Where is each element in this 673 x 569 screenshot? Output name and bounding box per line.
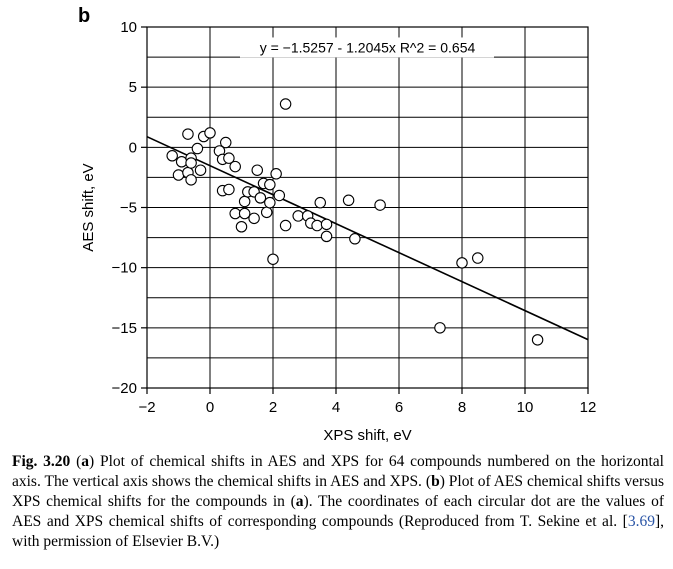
y-tick-label: −15 [112,320,137,337]
data-point [279,98,292,110]
panel-ref-a-2: a [295,493,304,510]
data-point [311,219,323,232]
regression-line-group [146,135,589,341]
figure-caption: Fig. 3.20 (a) Plot of chemical shifts in… [12,452,664,552]
caption-text-3: ) Plot of AES chemical shifts versus XPS… [12,473,664,510]
data-point [434,322,446,334]
data-point [185,157,197,169]
y-tick-label: 0 [129,139,137,156]
equation-background [240,37,494,58]
data-point [191,142,204,155]
x-tick-label: 4 [332,399,340,416]
data-point [342,194,355,207]
data-point [349,233,361,245]
data-point [320,230,333,243]
figure-number: Fig. 3.20 [12,453,71,470]
data-point [531,334,544,346]
data-point [254,192,267,204]
data-point [320,218,333,231]
data-point [235,221,248,233]
caption-text-2: ) Plot of chemical shifts in AES and XPS… [12,453,664,490]
data-points [166,98,544,346]
data-point [204,127,216,139]
data-point [223,152,235,164]
y-tick-label: −5 [120,200,137,217]
data-point [185,174,197,186]
data-point [273,189,286,202]
data-point [220,136,232,149]
panel-letter: b [78,5,90,27]
data-point [264,196,276,209]
data-point [223,183,235,196]
caption-text-5: ], with permission of Elsevier B.V.) [12,513,664,550]
x-tick-label: 2 [269,399,277,416]
x-tick-label: 8 [458,399,466,416]
reference-link[interactable]: 3.69 [627,513,655,530]
x-tick-label: 6 [395,399,403,416]
data-point [374,199,386,211]
x-tick-label: 0 [206,399,214,416]
data-point [166,150,178,162]
data-point [279,219,292,232]
y-tick-label: −10 [112,260,137,277]
panel-ref-b: b [431,473,440,490]
y-tick-label: 10 [120,19,137,36]
x-tick-label: 10 [517,399,534,416]
y-tick-label: −20 [112,380,137,397]
x-axis-label: XPS shift, eV [323,427,411,444]
data-point [456,257,468,269]
data-point [238,207,251,220]
y-axis-label: AES shift, eV [80,163,97,251]
data-point [175,156,188,168]
grid-lines [147,27,588,388]
regression-line [146,135,589,341]
data-point [314,196,326,209]
x-tick-label: 12 [580,399,597,416]
data-point [267,253,279,265]
data-point [471,252,484,264]
data-point [248,212,260,225]
regression-equation: y = −1.5257 - 1.2045x R^2 = 0.654 [260,39,476,55]
data-point [270,168,282,180]
panel-ref-a: a [81,453,90,470]
data-point [182,128,194,140]
data-point [172,169,185,181]
data-point [260,206,273,219]
data-point [292,210,304,222]
data-point [229,160,241,173]
x-tick-label: −2 [138,399,155,416]
data-point [238,195,251,208]
data-point [229,207,241,220]
data-point [264,178,276,191]
caption-text-1: ( [70,453,82,470]
data-point [251,164,264,176]
caption-text-4: ). The coordinates of each circular dot … [12,493,664,530]
y-tick-label: 5 [129,79,137,96]
data-point [194,164,207,176]
